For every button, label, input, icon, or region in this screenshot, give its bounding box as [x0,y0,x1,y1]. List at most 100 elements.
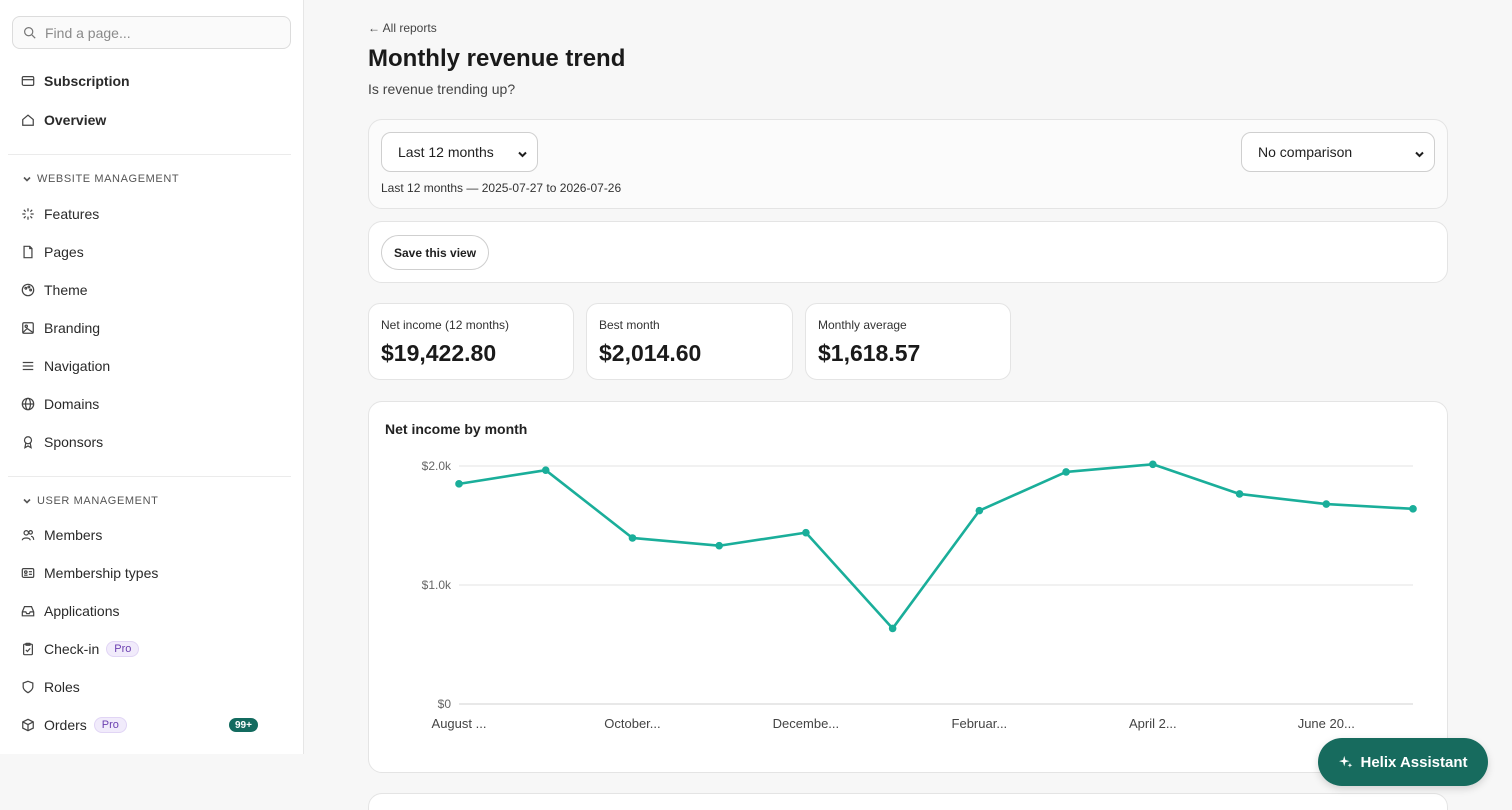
helix-assistant-button[interactable]: Helix Assistant [1318,738,1488,786]
stat-value: $2,014.60 [599,340,702,366]
y-tick-label: $0 [438,697,452,711]
sidebar-item-label: Branding [44,320,101,336]
divider [8,154,291,155]
sidebar-item-label: Orders [44,717,87,733]
period-select[interactable]: Last 12 months [381,132,538,172]
box-icon [20,717,36,733]
stat-value: $1,618.57 [818,340,921,366]
chevron-down-icon [23,498,31,504]
stat-card-net-income: Net income (12 months) $19,422.80 [368,303,574,380]
menu-icon [20,358,36,374]
divider [8,476,291,477]
sidebar-item-domains[interactable]: Domains [20,392,99,416]
sidebar-item-label: Overview [44,112,107,128]
sidebar-item-members[interactable]: Members [20,523,102,547]
net-income-line-chart: $0 $1.0k $2.0k August ... October... Decembe.… [422,459,1417,731]
sidebar-item-label: Pages [44,244,84,260]
sidebar-item-label: Applications [44,603,120,619]
sidebar-item-overview[interactable]: Overview [20,108,106,132]
search-input[interactable] [45,24,275,41]
data-point [541,466,550,474]
sidebar-item-check-in[interactable]: Check-in Pro [20,637,140,661]
chevron-down-icon [1414,147,1425,158]
stat-card-monthly-average: Monthly average $1,618.57 [805,303,1011,380]
section-title: USER MANAGEMENT [37,495,159,507]
ribbon-icon [20,434,36,450]
period-select-value: Last 12 months [398,144,494,160]
id-card-icon [20,565,36,581]
series-line [458,462,1414,630]
save-view-button[interactable]: Save this view [381,235,490,270]
pro-tag: Pro [93,717,127,733]
stat-card-best-month: Best month $2,014.60 [586,303,793,380]
sidebar-item-label: Roles [44,679,80,695]
data-point [628,534,637,542]
image-icon [20,320,36,336]
sidebar-item-theme[interactable]: Theme [20,278,88,302]
home-icon [20,112,36,128]
data-point [1149,460,1157,469]
date-range-note: Last 12 months — 2025-07-27 to 2026-07-2… [381,181,622,195]
sidebar-item-label: Membership types [44,565,159,581]
sidebar-item-navigation[interactable]: Navigation [20,354,110,378]
comparison-select[interactable]: No comparison [1241,132,1435,172]
chevron-down-icon [517,147,528,158]
globe-icon [20,396,36,412]
sidebar-item-label: Members [44,527,103,543]
sidebar-item-orders[interactable]: Orders Pro [20,713,127,737]
sidebar-item-label: Sponsors [44,434,104,450]
data-point [888,624,897,633]
page-subtitle: Is revenue trending up? [368,81,516,97]
search-box[interactable] [12,16,291,49]
data-point [802,528,810,537]
back-to-reports-link[interactable]: ← All reports [368,21,437,35]
sidebar-item-branding[interactable]: Branding [20,316,100,340]
data-point [1409,505,1417,513]
data-point [1322,500,1331,508]
page-icon [20,244,36,260]
sidebar-item-features[interactable]: Features [20,202,99,226]
sparkle-icon [1338,755,1352,768]
x-tick-label: Decembe... [773,716,839,731]
data-point [715,541,723,550]
data-point [975,506,984,515]
shield-icon [20,679,36,695]
sidebar-item-subscription[interactable]: Subscription [20,69,130,93]
chart-card: Net income by month $0 $1.0k $2.0k August .… [368,401,1448,773]
search-icon [24,27,36,39]
users-icon [20,527,36,543]
comparison-select-value: No comparison [1258,144,1353,160]
section-toggle-user-management[interactable]: USER MANAGEMENT [22,495,158,507]
sidebar-item-roles[interactable]: Roles [20,675,80,699]
sidebar-item-pages[interactable]: Pages [20,240,84,264]
x-tick-label: April 2... [1129,716,1177,731]
page-title: Monthly revenue trend [368,45,626,72]
sidebar-item-label: Check-in [44,641,100,657]
stat-label: Net income (12 months) [381,318,510,332]
x-tick-label: August ... [432,716,487,731]
stat-label: Best month [599,318,660,332]
sidebar-item-label: Domains [44,396,100,412]
sidebar-item-label: Navigation [44,358,111,374]
x-tick-label: Februar... [952,716,1008,731]
section-title: WEBSITE MANAGEMENT [37,173,180,185]
chart-title: Net income by month [385,421,528,437]
sidebar-item-label: Subscription [44,73,130,89]
sidebar-item-membership-types[interactable]: Membership types [20,561,158,585]
data-point [1235,490,1244,498]
orders-count-badge: 99+ [229,718,258,732]
stat-value: $19,422.80 [381,340,497,366]
sidebar-item-sponsors[interactable]: Sponsors [20,430,103,454]
data-point [1062,468,1070,476]
sidebar-item-label: Theme [44,282,88,298]
inbox-icon [20,603,36,619]
clipboard-check-icon [20,641,36,657]
sidebar: Subscription Overview WEBSITE MANAGEMENT… [0,0,304,754]
section-toggle-website-management[interactable]: WEBSITE MANAGEMENT [22,173,179,185]
y-tick-label: $2.0k [422,459,452,473]
pro-tag: Pro [106,641,140,657]
sidebar-item-applications[interactable]: Applications [20,599,120,623]
sidebar-item-label: Features [44,206,100,222]
assistant-label: Helix Assistant [1360,753,1468,771]
x-tick-label: October... [604,716,660,731]
